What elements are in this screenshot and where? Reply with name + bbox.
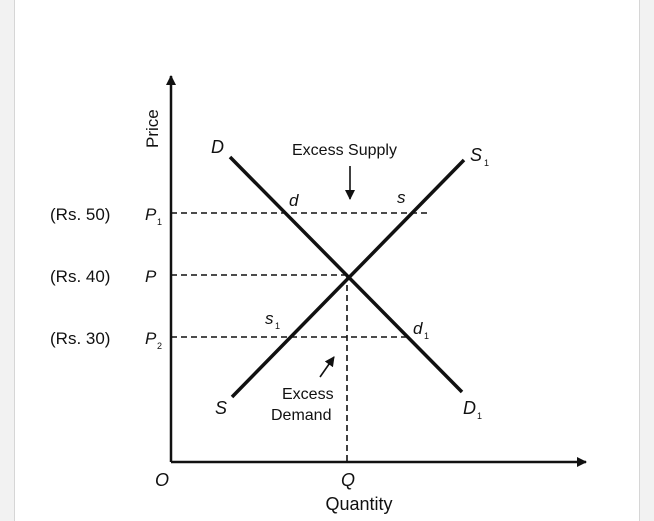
- q-label: Q: [341, 470, 355, 490]
- excess-demand-label-line1: Excess: [282, 386, 334, 403]
- price-label-p1-sub: 1: [157, 217, 162, 227]
- price-label-p2: P: [145, 329, 157, 348]
- price-label-p: P: [145, 267, 157, 286]
- diagram-frame: [14, 0, 640, 521]
- point-d1-sub: 1: [424, 331, 429, 341]
- price-label-rs40: (Rs. 40): [50, 267, 110, 286]
- origin-label: O: [155, 470, 169, 490]
- price-label-p1: P: [145, 205, 157, 224]
- demand-bottom-label: D: [463, 398, 476, 418]
- point-d-label: d: [289, 191, 299, 210]
- supply-top-label: S: [470, 145, 482, 165]
- point-d1-label: d: [413, 319, 423, 338]
- price-label-rs50: (Rs. 50): [50, 205, 110, 224]
- demand-curve: [228, 155, 464, 394]
- demand-top-label: D: [211, 137, 224, 157]
- supply-curve: [230, 158, 466, 399]
- point-s1-label: s: [265, 309, 274, 328]
- y-axis-label: Price: [143, 109, 162, 148]
- excess-demand-label-line2: Demand: [271, 407, 331, 424]
- price-label-p2-sub: 2: [157, 341, 162, 351]
- price-label-rs30: (Rs. 30): [50, 329, 110, 348]
- demand-bottom-sub: 1: [477, 411, 482, 421]
- supply-top-sub: 1: [484, 158, 489, 168]
- point-s1-sub: 1: [275, 321, 280, 331]
- excess-supply-label: Excess Supply: [292, 142, 397, 159]
- point-s-label: s: [397, 188, 406, 207]
- excess-demand-arrow: [319, 356, 335, 378]
- supply-bottom-label: S: [215, 398, 227, 418]
- x-axis-label: Quantity: [325, 494, 392, 514]
